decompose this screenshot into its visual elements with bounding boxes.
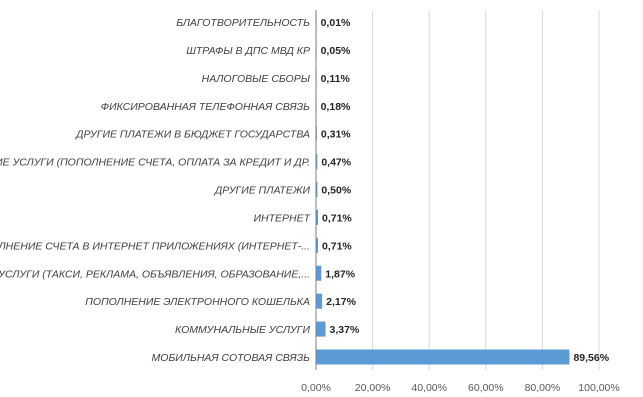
category-label: МОБИЛЬНАЯ СОТОВАЯ СВЯЗЬ — [152, 352, 311, 364]
x-tick-label: 80,00% — [525, 382, 561, 394]
data-label: 2,17% — [326, 296, 356, 308]
x-tick-label: 100,00% — [578, 382, 619, 394]
data-label: 0,31% — [321, 129, 351, 141]
category-label: НАЛОГОВЫЕ СБОРЫ — [202, 73, 311, 85]
data-label: 0,71% — [322, 240, 352, 252]
x-tick-label: 20,00% — [355, 382, 391, 394]
data-label: 3,37% — [330, 324, 360, 336]
bar — [316, 265, 322, 281]
data-label: 0,50% — [321, 185, 351, 197]
data-label: 0,18% — [321, 101, 351, 113]
category-label: БЛАГОТВОРИТЕЛЬНОСТЬ — [176, 17, 310, 29]
category-label: КОММУНАЛЬНЫЕ УСЛУГИ — [175, 324, 310, 336]
category-label: ПОПОЛНЕНИЕ ЭЛЕКТРОННОГО КОШЕЛЬКА — [85, 296, 310, 308]
category-label: ОПЛАТА ЗА УСЛУГИ (ТАКСИ, РЕКЛАМА, ОБЪЯВЛ… — [0, 268, 310, 280]
x-tick-label: 60,00% — [468, 382, 504, 394]
data-label: 0,05% — [321, 45, 351, 57]
category-label: БАНКОВСКИЕ УСЛУГИ (ПОПОЛНЕНИЕ СЧЕТА, ОПЛ… — [0, 157, 310, 169]
bars — [316, 14, 570, 365]
gridlines — [372, 10, 600, 370]
category-label: ШТРАФЫ В ДПС МВД КР — [186, 45, 310, 57]
data-label: 0,47% — [321, 157, 351, 169]
category-label: ПОПОЛНЕНИЕ СЧЕТА В ИНТЕРНЕТ ПРИЛОЖЕНИЯХ … — [0, 240, 310, 252]
data-label: 0,11% — [321, 73, 351, 85]
data-label: 0,01% — [321, 17, 351, 29]
data-label: 1,87% — [325, 268, 355, 280]
category-label: ДРУГИЕ ПЛАТЕЖИ — [214, 185, 311, 197]
category-label: ДРУГИЕ ПЛАТЕЖИ В БЮДЖЕТ ГОСУДАРСТВА — [75, 129, 310, 141]
labels: 0,00% 20,00% 40,00% 60,00% 80,00% 100,00% БЛАГ… — [0, 17, 620, 394]
bar — [316, 154, 318, 170]
category-label: ФИКСИРОВАННАЯ ТЕЛЕФОННАЯ СВЯЗЬ — [101, 101, 310, 113]
bar — [316, 237, 319, 253]
bar — [316, 209, 319, 225]
x-tick-label: 0,00% — [301, 382, 331, 394]
data-label: 0,71% — [322, 212, 352, 224]
x-tick-label: 40,00% — [411, 382, 447, 394]
data-label: 89,56% — [573, 352, 609, 364]
category-label: ИНТЕРНЕТ — [253, 212, 311, 224]
bar — [316, 293, 323, 309]
bar — [316, 182, 318, 197]
bar — [316, 349, 570, 365]
bar — [316, 321, 326, 337]
